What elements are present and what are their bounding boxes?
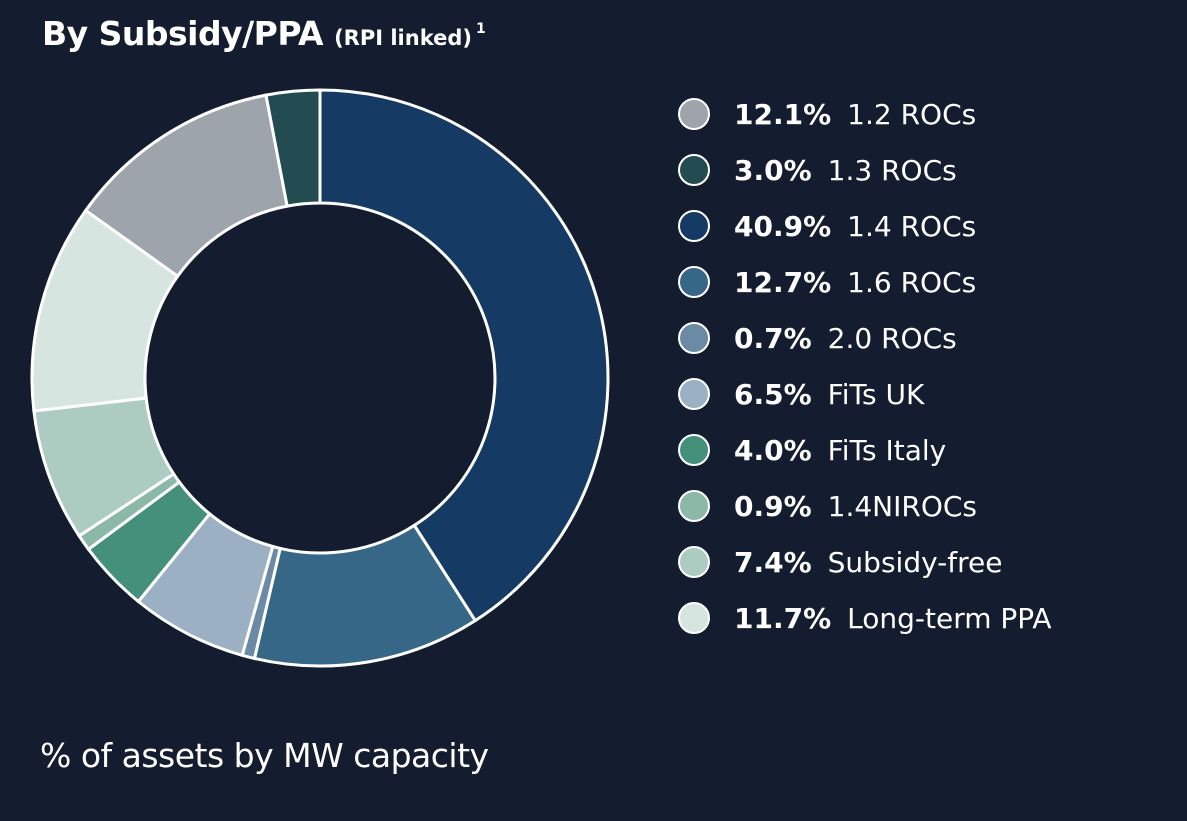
chart-title-main: By Subsidy/PPA [42,14,324,53]
legend-item-1-6-rocs: 12.7% 1.6 ROCs [678,254,1052,310]
legend-percent: 4.0% [734,433,812,467]
legend-item-2-0-rocs: 0.7% 2.0 ROCs [678,310,1052,366]
legend-swatch [678,266,710,298]
legend-item-fits-uk: 6.5% FiTs UK [678,366,1052,422]
legend-label: 1.4 ROCs [847,209,977,243]
legend-percent: 0.7% [734,321,812,355]
legend-percent: 11.7% [734,601,832,635]
legend-item-subsidy-free: 7.4% Subsidy-free [678,534,1052,590]
legend-percent: 40.9% [734,209,832,243]
legend-label: 1.3 ROCs [827,153,957,187]
legend-label: Long-term PPA [847,601,1052,635]
legend-label: 1.2 ROCs [847,97,977,131]
legend-item-1-4nirocs: 0.9% 1.4NIROCs [678,478,1052,534]
legend-item-1-4-rocs: 40.9% 1.4 ROCs [678,198,1052,254]
legend-swatch [678,378,710,410]
legend-percent: 6.5% [734,377,812,411]
legend-item-fits-italy: 4.0% FiTs Italy [678,422,1052,478]
legend-swatch [678,154,710,186]
legend-swatch [678,210,710,242]
donut-slice-1-3-rocs [264,88,322,208]
legend-label: Subsidy-free [827,545,1003,579]
legend-swatch [678,434,710,466]
legend-item-long-term-ppa: 11.7% Long-term PPA [678,590,1052,646]
donut-chart [30,88,610,668]
chart-caption: % of assets by MW capacity [40,736,489,775]
legend-percent: 12.7% [734,265,832,299]
legend-label: 1.6 ROCs [847,265,977,299]
legend-label: 1.4NIROCs [827,489,978,523]
legend-swatch [678,490,710,522]
legend-percent: 7.4% [734,545,812,579]
legend-percent: 0.9% [734,489,812,523]
legend-swatch [678,98,710,130]
donut-slice-1-4-rocs [318,88,610,623]
legend-swatch [678,322,710,354]
legend-item-1-2-rocs: 12.1% 1.2 ROCs [678,86,1052,142]
chart-title-sub: (RPI linked) [334,26,472,50]
legend-swatch [678,602,710,634]
legend-label: FiTs UK [827,377,925,411]
chart-title: By Subsidy/PPA (RPI linked) 1 [42,14,486,53]
legend-swatch [678,546,710,578]
legend-label: 2.0 ROCs [827,321,957,355]
legend-percent: 12.1% [734,97,832,131]
chart-title-footnote: 1 [475,21,486,37]
chart-legend: 12.1% 1.2 ROCs 3.0% 1.3 ROCs 40.9% 1.4 ROCs 12… [678,86,1052,646]
legend-label: FiTs Italy [827,433,947,467]
legend-item-1-3-rocs: 3.0% 1.3 ROCs [678,142,1052,198]
legend-percent: 3.0% [734,153,812,187]
